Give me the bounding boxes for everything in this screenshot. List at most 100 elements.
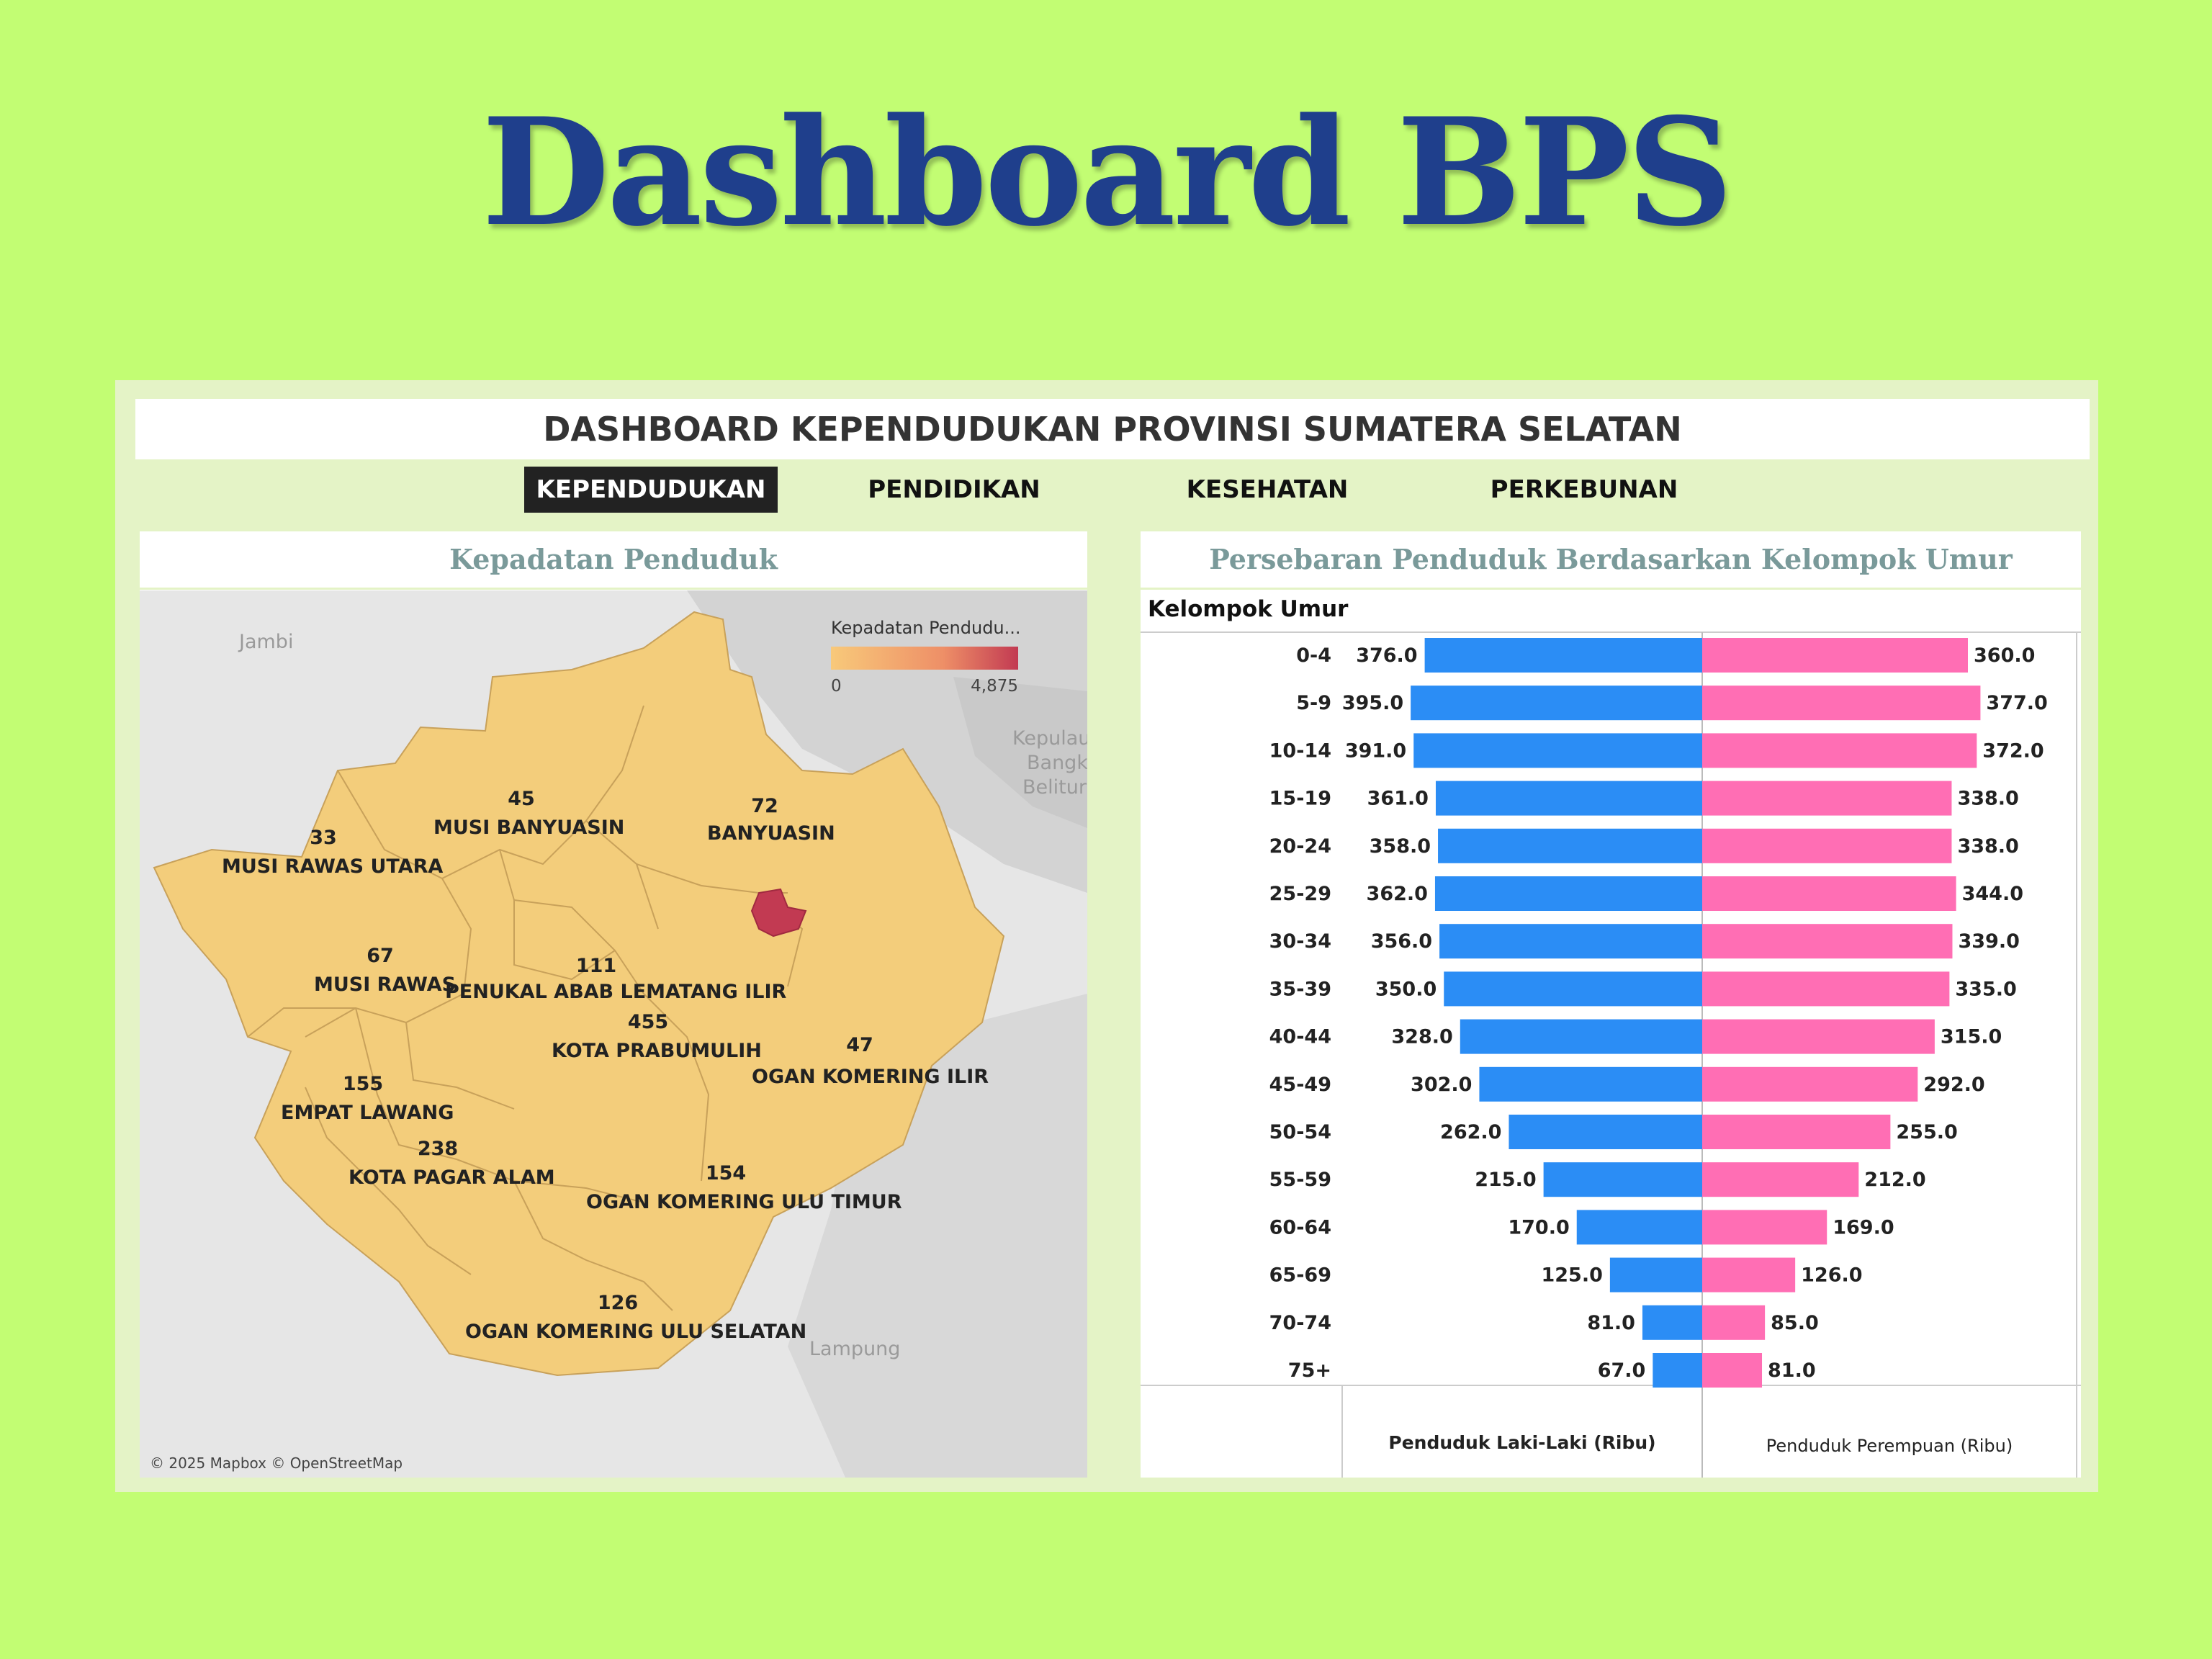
age-group-label: 30-34 — [1269, 930, 1331, 953]
map-attribution[interactable]: © 2025 Mapbox © OpenStreetMap — [150, 1455, 403, 1472]
province-shape — [153, 611, 1005, 1377]
female-value-label: 372.0 — [1982, 739, 2044, 762]
region-value: 126 — [598, 1292, 638, 1314]
age-group-label: 45-49 — [1269, 1074, 1331, 1096]
male-value-label: 328.0 — [1391, 1026, 1452, 1048]
slide-title: Dashboard BPS — [481, 86, 1733, 259]
female-bar — [1702, 1019, 1935, 1054]
age-group-label: 10-14 — [1269, 739, 1331, 762]
male-value-label: 362.0 — [1367, 883, 1428, 905]
male-bar — [1435, 781, 1702, 816]
female-value-label: 344.0 — [1962, 883, 2023, 905]
female-bar — [1702, 971, 1950, 1007]
age-group-label: 65-69 — [1269, 1264, 1331, 1287]
female-axis-label: Penduduk Perempuan (Ribu) — [1766, 1436, 2013, 1456]
row-header: Kelompok Umur — [1148, 596, 1349, 622]
dashboard-frame: DASHBOARD KEPENDUDUKAN PROVINSI SUMATERA… — [115, 380, 2098, 1492]
female-value-label: 81.0 — [1768, 1359, 1816, 1382]
age-group-label: 25-29 — [1269, 883, 1331, 905]
female-bar — [1702, 1257, 1796, 1292]
region-value: 45 — [508, 788, 535, 810]
bangka-island — [953, 677, 1087, 828]
tab-perkebunan[interactable]: PERKEBUNAN — [1490, 475, 1678, 504]
age-group-label: 35-39 — [1269, 978, 1331, 1000]
legend-gradient-bar — [831, 647, 1018, 670]
chart-panel: Persebaran Penduduk Berdasarkan Kelompok… — [1141, 531, 2081, 1478]
male-value-label: 391.0 — [1345, 739, 1406, 762]
male-bar — [1439, 924, 1702, 959]
region-label: MUSI RAWAS — [314, 974, 456, 996]
region-value: 67 — [367, 945, 394, 967]
male-value-label: 361.0 — [1367, 788, 1429, 810]
female-value-label: 255.0 — [1896, 1121, 1957, 1143]
male-bar — [1413, 733, 1702, 768]
map-panel-title: Kepadatan Penduduk — [140, 531, 1087, 590]
legend-title: Kepadatan Pendudu... — [831, 618, 1021, 638]
female-value-label: 292.0 — [1923, 1074, 1984, 1096]
male-value-label: 395.0 — [1342, 692, 1403, 714]
male-value-label: 170.0 — [1508, 1216, 1569, 1238]
female-bar — [1702, 1115, 1891, 1149]
female-bar — [1702, 685, 1981, 721]
tab-pendidikan[interactable]: PENDIDIKAN — [868, 475, 1040, 504]
male-bar — [1543, 1162, 1702, 1197]
male-bar — [1434, 876, 1702, 911]
female-value-label: 338.0 — [1957, 788, 2018, 810]
male-bar — [1424, 638, 1702, 673]
male-bar — [1460, 1019, 1702, 1054]
female-bar — [1702, 638, 1968, 673]
bangka-label-3: Belitur — [1022, 776, 1087, 799]
male-value-label: 350.0 — [1375, 978, 1437, 1000]
male-value-label: 262.0 — [1440, 1121, 1501, 1143]
region-label: OGAN KOMERING ULU SELATAN — [465, 1321, 806, 1343]
population-pyramid-chart: Kelompok Umur 0-4 376.0 360.0 5-9 395.0 377.0… — [1141, 590, 2081, 1478]
legend-min: 0 — [831, 677, 842, 696]
tab-kependudukan[interactable]: KEPENDUDUKAN — [524, 467, 778, 513]
female-bar — [1702, 1210, 1827, 1245]
jambi-label: Jambi — [238, 631, 293, 653]
region-label: KOTA PAGAR ALAM — [349, 1166, 555, 1189]
region-value: 455 — [628, 1011, 668, 1033]
choropleth-map[interactable]: Jambi Kepulau Bangk Belitur Lampung 0 4,… — [140, 590, 1087, 1478]
region-label: KOTA PRABUMULIH — [552, 1040, 762, 1062]
region-label: MUSI BANYUASIN — [433, 817, 624, 839]
female-bar — [1702, 733, 1977, 768]
female-bar — [1702, 876, 1956, 911]
male-value-label: 302.0 — [1411, 1074, 1472, 1096]
region-value: 111 — [576, 955, 616, 977]
region-label: BANYUASIN — [707, 822, 835, 845]
female-value-label: 169.0 — [1833, 1216, 1894, 1238]
region-value: 47 — [846, 1034, 873, 1056]
female-bar — [1702, 1353, 1763, 1388]
age-group-label: 40-44 — [1269, 1026, 1331, 1048]
district-border — [247, 705, 804, 1311]
region-value: 33 — [310, 827, 337, 849]
female-bar — [1702, 828, 1952, 863]
region-label: EMPAT LAWANG — [281, 1102, 454, 1124]
map-panel: Kepadatan Penduduk Jambi Kepulau Bangk B… — [140, 531, 1087, 1478]
female-bar — [1702, 924, 1953, 959]
age-group-label: 20-24 — [1269, 835, 1331, 858]
dashboard-title: DASHBOARD KEPENDUDUKAN PROVINSI SUMATERA… — [135, 399, 2090, 459]
male-value-label: 125.0 — [1541, 1264, 1602, 1287]
male-bar — [1444, 971, 1702, 1007]
chart-panel-title: Persebaran Penduduk Berdasarkan Kelompok… — [1141, 531, 2081, 590]
age-group-label: 70-74 — [1269, 1312, 1331, 1334]
region-label: OGAN KOMERING ULU TIMUR — [586, 1191, 902, 1213]
female-value-label: 335.0 — [1955, 978, 2016, 1000]
male-bar — [1509, 1115, 1702, 1149]
female-bar — [1702, 1305, 1766, 1340]
legend-max: 4,875 — [971, 677, 1018, 696]
region-value: 155 — [343, 1073, 383, 1095]
female-value-label: 315.0 — [1941, 1026, 2002, 1048]
region-label: PENUKAL ABAB LEMATANG ILIR — [445, 981, 787, 1003]
male-bar — [1479, 1066, 1702, 1102]
female-value-label: 338.0 — [1957, 835, 2018, 858]
age-group-label: 0-4 — [1296, 644, 1331, 667]
region-value: 238 — [418, 1138, 458, 1160]
age-group-label: 60-64 — [1269, 1216, 1331, 1238]
female-bar — [1702, 1162, 1859, 1197]
tab-kesehatan[interactable]: KESEHATAN — [1186, 475, 1349, 504]
male-bar — [1609, 1257, 1702, 1292]
male-bar — [1438, 828, 1702, 863]
